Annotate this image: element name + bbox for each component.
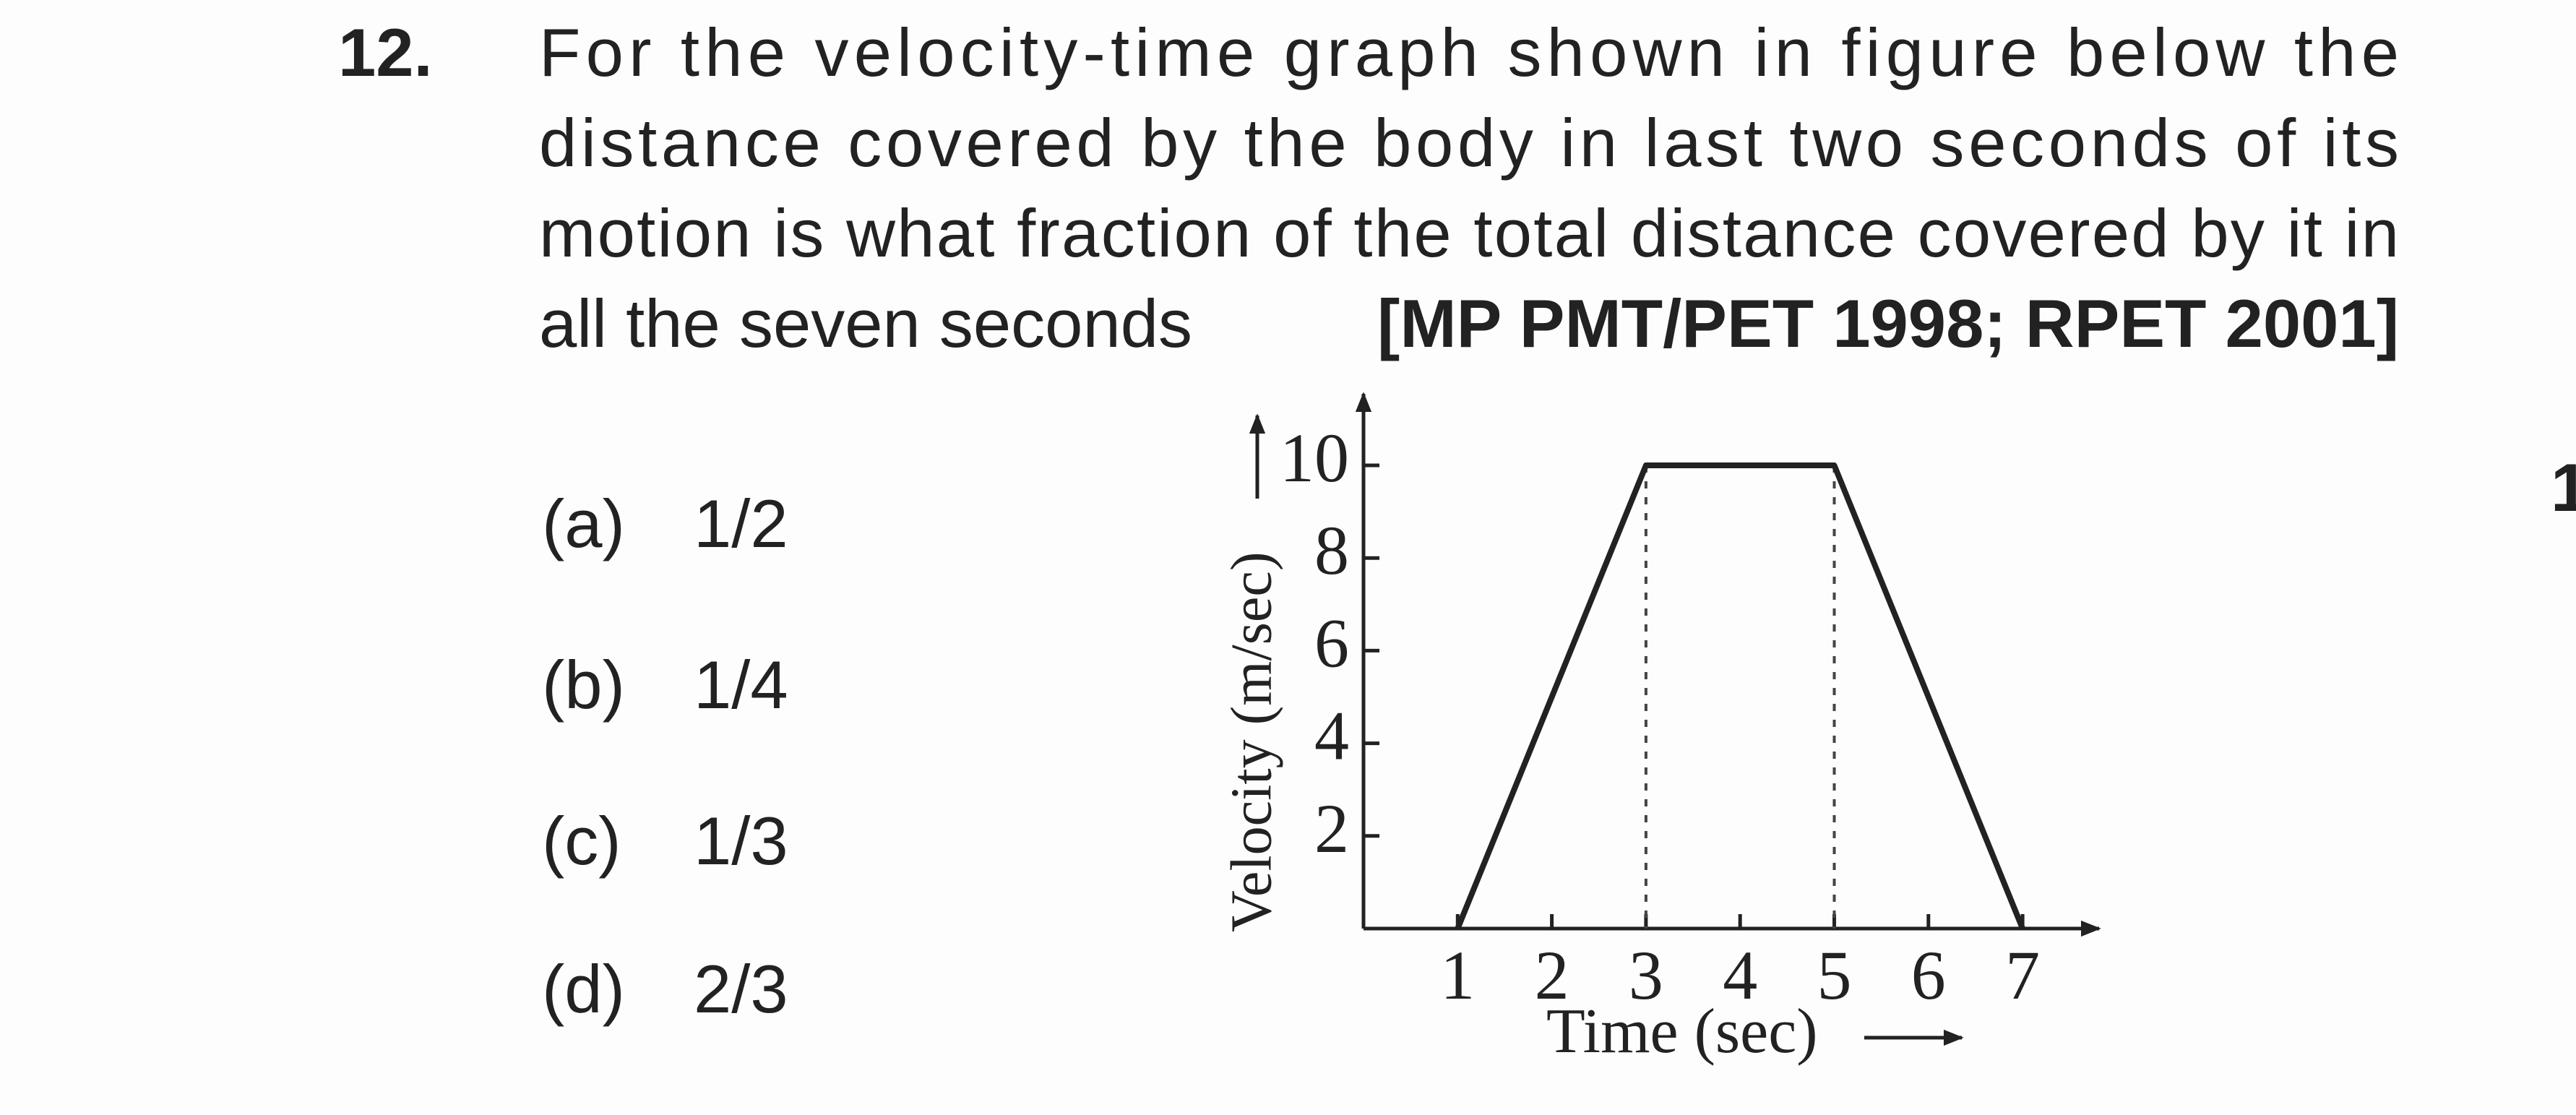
velocity-line xyxy=(1455,462,2025,930)
option-label: (b) xyxy=(542,647,625,723)
y-axis-label: Velocity (m/sec) xyxy=(1220,552,1283,932)
x-tick-label: 5 xyxy=(1817,937,1852,1014)
x-tick-label: 4 xyxy=(1723,937,1757,1014)
question-number: 12. xyxy=(338,14,433,90)
y-tick-label: 6 xyxy=(1314,604,1349,681)
x-tick-label: 1 xyxy=(1440,937,1475,1014)
side-mark: 1 xyxy=(2551,449,2576,525)
x-tick-label: 7 xyxy=(2005,937,2040,1014)
option-label: (a) xyxy=(542,486,625,561)
question-line: For the velocity-time graph shown in fig… xyxy=(539,14,2399,90)
x-axis-label: Time (sec) xyxy=(1546,996,1818,1067)
y-tick-label: 8 xyxy=(1314,512,1349,589)
y-tick-label: 4 xyxy=(1314,697,1349,775)
option-label: (c) xyxy=(542,803,621,879)
option-text: 1/4 xyxy=(694,647,788,723)
option-text: 1/3 xyxy=(694,803,788,879)
question-line: all the seven seconds xyxy=(539,285,1192,361)
x-tick-label: 3 xyxy=(1629,937,1663,1014)
option-label: (d) xyxy=(542,951,625,1027)
option-text: 2/3 xyxy=(694,951,788,1027)
y-tick-label: 2 xyxy=(1314,790,1349,867)
y-tick-label: 10 xyxy=(1280,419,1349,496)
question-line: distance covered by the body in last two… xyxy=(539,105,2399,181)
x-tick-label: 6 xyxy=(1911,937,1946,1014)
option-text: 1/2 xyxy=(694,486,788,561)
question-line: motion is what fraction of the total dis… xyxy=(539,195,2399,271)
source: [MP PMT/PET 1998; RPET 2001] xyxy=(1377,285,2399,361)
x-tick-label: 2 xyxy=(1535,937,1569,1014)
